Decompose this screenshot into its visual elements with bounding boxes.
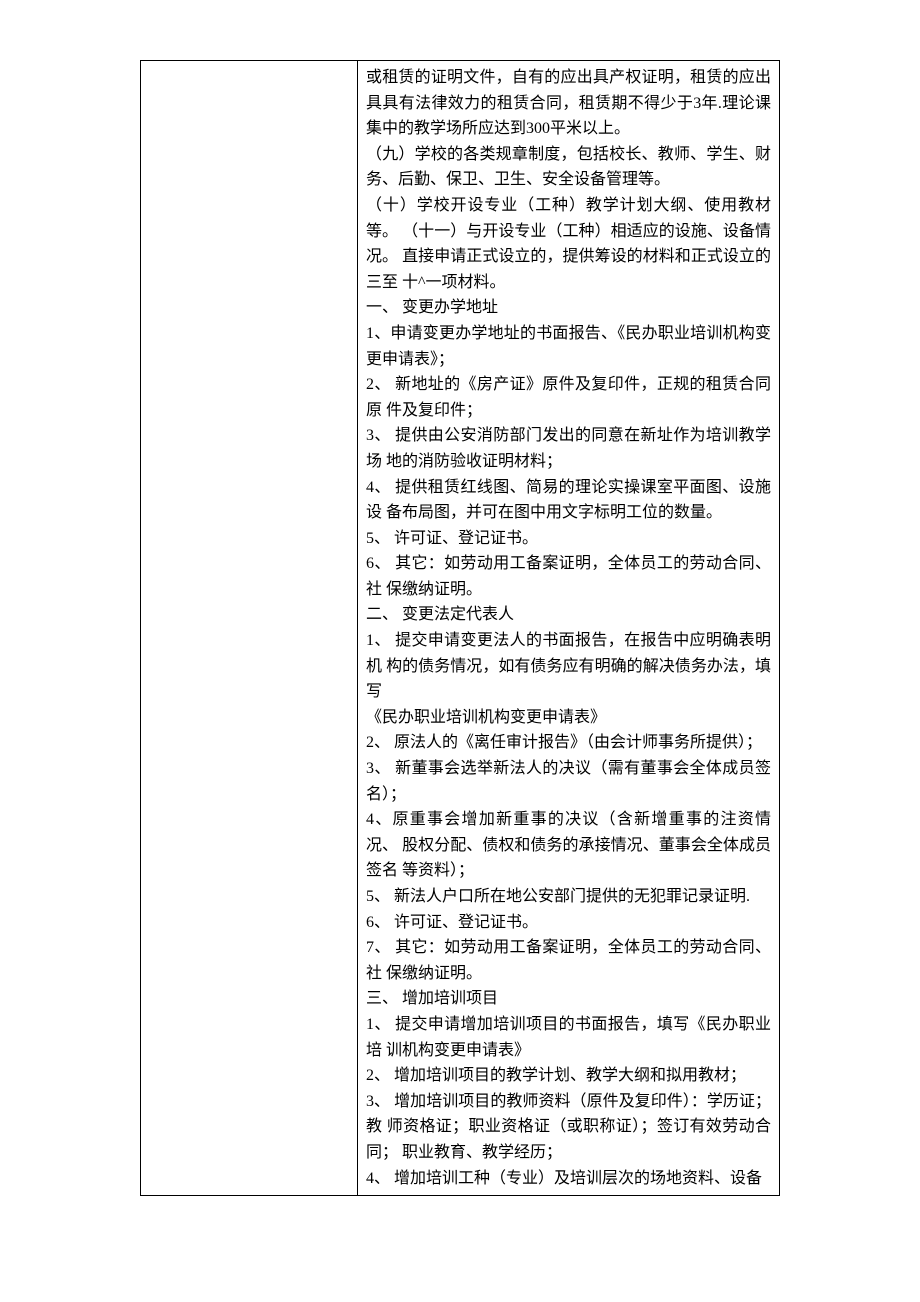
table-left-cell bbox=[141, 61, 358, 1196]
document-paragraph: 1、 提交申请变更法人的书面报告，在报告中应明确表明机 构的债务情况，如有债务应… bbox=[366, 628, 771, 705]
document-paragraph: 2、 增加培训项目的教学计划、教学大纲和拟用教材； bbox=[366, 1063, 771, 1089]
document-paragraph: 6、 其它：如劳动用工备案证明，全体员工的劳动合同、社 保缴纳证明。 bbox=[366, 551, 771, 602]
table-right-cell: 或租赁的证明文件，自有的应出具产权证明，租赁的应出具具有法律效力的租赁合同，租赁… bbox=[358, 61, 780, 1196]
document-paragraph: 5、 新法人户口所在地公安部门提供的无犯罪记录证明. bbox=[366, 884, 771, 910]
document-paragraph: 3、 提供由公安消防部门发出的同意在新址作为培训教学场 地的消防验收证明材料； bbox=[366, 423, 771, 474]
document-paragraph: 一、 变更办学地址 bbox=[366, 295, 771, 321]
document-paragraph: 6、 许可证、登记证书。 bbox=[366, 910, 771, 936]
document-paragraph: 二、 变更法定代表人 bbox=[366, 602, 771, 628]
document-table: 或租赁的证明文件，自有的应出具产权证明，租赁的应出具具有法律效力的租赁合同，租赁… bbox=[140, 60, 780, 1196]
document-paragraph: 1、 提交申请增加培训项目的书面报告，填写《民办职业培 训机构变更申请表》 bbox=[366, 1012, 771, 1063]
document-paragraph: 3、 新董事会选举新法人的决议（需有董事会全体成员签名）； bbox=[366, 756, 771, 807]
document-paragraph: 《民办职业培训机构变更申请表》 bbox=[366, 705, 771, 731]
document-paragraph: 2、 新地址的《房产证》原件及复印件，正规的租赁合同原 件及复印件； bbox=[366, 372, 771, 423]
document-content: 或租赁的证明文件，自有的应出具产权证明，租赁的应出具具有法律效力的租赁合同，租赁… bbox=[366, 65, 771, 1191]
document-paragraph: 2、 原法人的《离任审计报告》（由会计师事务所提供）； bbox=[366, 730, 771, 756]
document-paragraph: 1、申请变更办学地址的书面报告、《民办职业培训机构变 更申请表》； bbox=[366, 321, 771, 372]
document-paragraph: （九）学校的各类规章制度，包括校长、教师、学生、财务、后勤、保卫、卫生、安全设备… bbox=[366, 142, 771, 193]
document-paragraph: 三、 增加培训项目 bbox=[366, 986, 771, 1012]
document-paragraph: 5、 许可证、登记证书。 bbox=[366, 526, 771, 552]
document-paragraph: 3、 增加培训项目的教师资料（原件及复印件）：学历证；教 师资格证；职业资格证（… bbox=[366, 1089, 771, 1166]
document-paragraph: （十）学校开设专业（工种）教学计划大纲、使用教材等。 （十一）与开设专业（工种）… bbox=[366, 193, 771, 295]
document-paragraph: 4、原重事会增加新重事的决议（含新增重事的注资情况、 股权分配、债权和债务的承接… bbox=[366, 807, 771, 884]
document-paragraph: 4、 增加培训工种（专业）及培训层次的场地资料、设备 bbox=[366, 1166, 771, 1192]
document-page: 或租赁的证明文件，自有的应出具产权证明，租赁的应出具具有法律效力的租赁合同，租赁… bbox=[0, 0, 920, 1302]
document-paragraph: 或租赁的证明文件，自有的应出具产权证明，租赁的应出具具有法律效力的租赁合同，租赁… bbox=[366, 65, 771, 142]
document-paragraph: 4、 提供租赁红线图、简易的理论实操课室平面图、设施设 备布局图，并可在图中用文… bbox=[366, 475, 771, 526]
document-paragraph: 7、 其它：如劳动用工备案证明，全体员工的劳动合同、社 保缴纳证明。 bbox=[366, 935, 771, 986]
